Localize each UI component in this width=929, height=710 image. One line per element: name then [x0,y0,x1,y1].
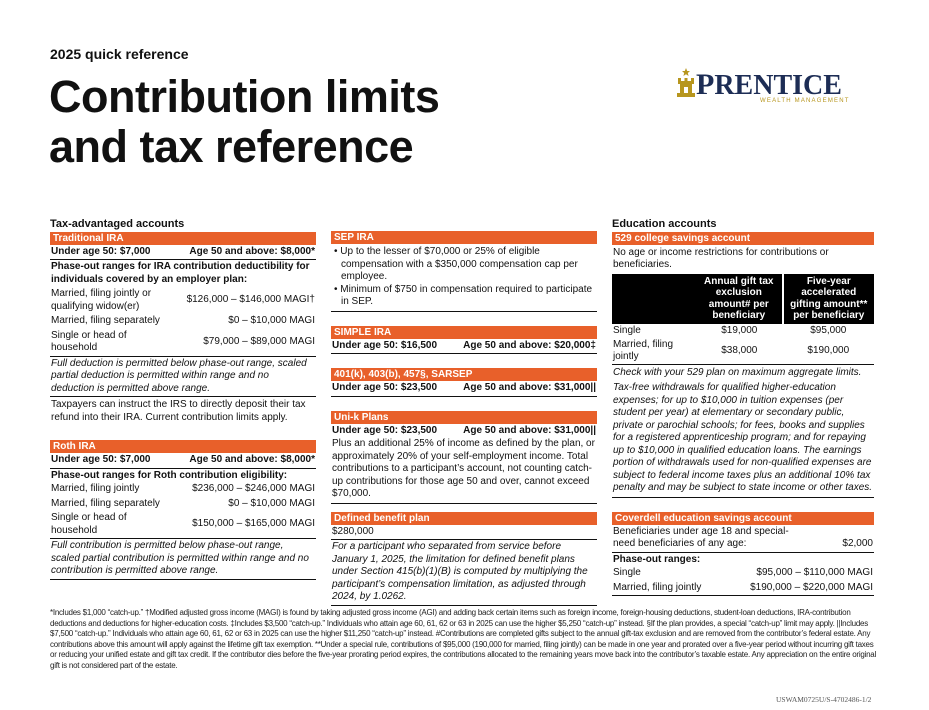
529-check-note: Check with your 529 plan on maximum aggr… [613,366,862,378]
roth-ira-header: Roth IRA [50,440,316,453]
401k-header: 401(k), 403(b), 457§, SARSEP [331,368,597,381]
phaseout-row: Single or head of household $79,000 – $8… [50,329,316,357]
unik-header: Uni-k Plans [331,410,597,424]
gift-amount-table: Annual gift tax exclusion amount# per be… [612,273,874,365]
traditional-phaseout-heading: Phase-out ranges for IRA contribution de… [51,261,310,285]
logo-brand: PRENTICE [696,68,842,101]
phaseout-row: Single or head of household $150,000 – $… [50,511,316,539]
table-header-five-year: Five-year accelerated gifting amount** p… [781,273,874,324]
phaseout-row: Married, filing separately $0 – $10,000 … [51,315,315,326]
simple-ira-limits: Under age 50: $16,500 Age 50 and above: … [331,339,597,354]
phaseout-row: Married, filing jointly or qualifying wi… [51,288,315,312]
bullet-item: • Up to the lesser of $70,000 or 25% of … [334,246,578,282]
simple-ira-header: SIMPLE IRA [331,325,597,339]
prentice-logo: PRENTICE WEALTH MANAGEMENT [674,64,874,108]
castle-tower-icon [677,68,695,97]
coverdell-beneficiaries: Beneficiaries under age 18 and special-n… [612,525,874,553]
phaseout-row: Married, filing jointly $236,000 – $246,… [51,483,315,494]
refund-note: Taxpayers can instruct the IRS to direct… [51,399,306,423]
education-column: Education accounts 529 college savings a… [612,218,874,596]
traditional-deduction-note: Full deduction is permitted below phase-… [50,357,316,397]
table-header-empty [612,273,696,324]
phaseout-row: Married, filing jointly $190,000 – $220,… [612,581,874,596]
defined-benefit-note: For a participant who separated from ser… [331,540,597,606]
coverdell-header: Coverdell education savings account [612,511,874,525]
title-line-2: and tax reference [49,121,414,172]
sep-ira-bullets: • Up to the lesser of $70,000 or 25% of … [331,244,597,312]
529-withdrawal-note: Tax-free withdrawals for qualified highe… [612,381,874,498]
phaseout-row: Single $95,000 – $110,000 MAGI [613,567,873,578]
bullet-item: • Minimum of $750 in compensation requir… [334,283,593,308]
roth-ira-limits: Under age 50: $7,000 Age 50 and above: $… [50,453,316,469]
coverdell-phaseout-heading: Phase-out ranges: [613,553,701,565]
table-row: Single $19,000 $95,000 [613,324,847,336]
page-title: Contribution limits and tax reference [49,71,440,172]
employer-plans-column: SEP IRA • Up to the lesser of $70,000 or… [331,231,597,606]
document-id: USWAM0725U/S-4702486-1/2 [776,695,872,704]
logo-tagline: WEALTH MANAGEMENT [760,98,850,104]
roth-contribution-note: Full contribution is permitted below pha… [50,539,316,580]
section-title: Education accounts [612,218,717,230]
table-row: Married, filing jointly $38,000 $190,000 [612,337,874,365]
footnotes: *Includes $1,000 “catch-up.” †Modified a… [50,608,877,670]
traditional-ira-limits: Under age 50: $7,000 Age 50 and above: $… [50,245,316,260]
unik-limits: Under age 50: $23,500 Age 50 and above: … [332,424,596,436]
529-header: 529 college savings account [612,231,874,245]
section-title: Tax-advantaged accounts [50,218,185,230]
title-line-1: Contribution limits [49,71,440,122]
tax-advantaged-column: Tax-advantaged accounts Traditional IRA … [50,218,316,580]
401k-limits: Under age 50: $23,500 Age 50 and above: … [331,381,597,397]
traditional-ira-header: Traditional IRA [50,231,316,245]
table-header-annual: Annual gift tax exclusion amount# per be… [696,273,783,324]
unik-description: Plus an additional 25% of income as defi… [331,438,597,504]
phaseout-row: Married, filing separately $0 – $10,000 … [51,497,315,509]
sep-ira-header: SEP IRA [331,231,597,244]
defined-benefit-header: Defined benefit plan [331,511,597,525]
page-subtitle: 2025 quick reference [50,46,189,62]
defined-benefit-amount: $280,000 [331,525,597,540]
roth-phaseout-heading: Phase-out ranges for Roth contribution e… [51,469,288,481]
529-intro: No age or income restrictions for contri… [613,246,829,271]
